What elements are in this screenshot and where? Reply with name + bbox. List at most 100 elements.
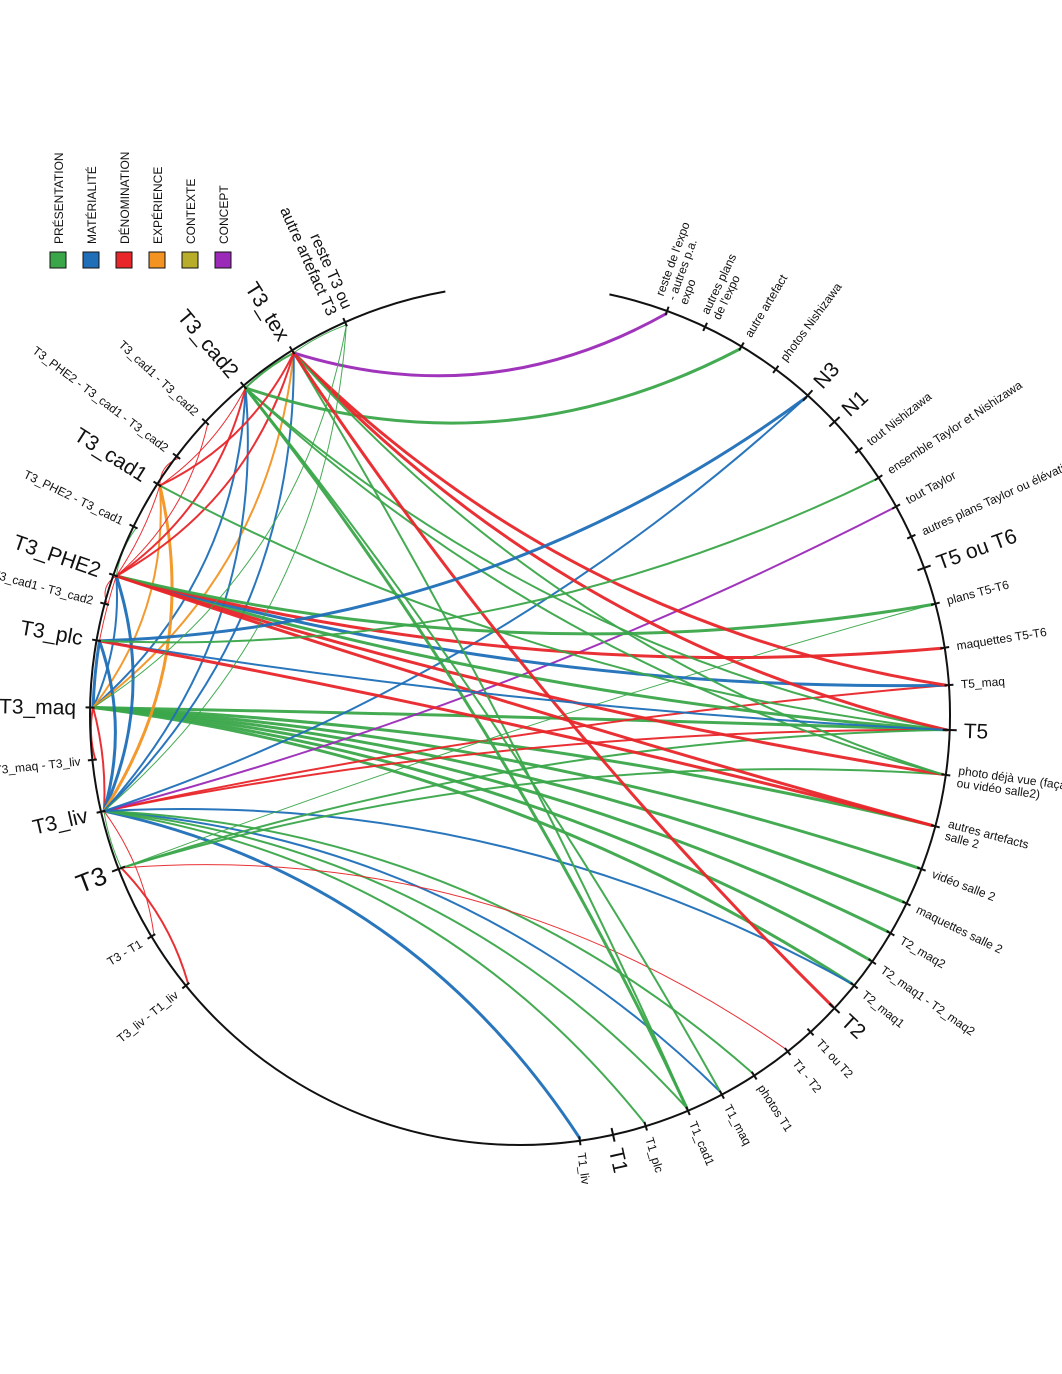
tick-t3_plc_phe2_cad1_cad2 [100,601,110,606]
tick-t3_tex [288,345,296,355]
link-t3_maq-t3_liv [92,706,106,813]
legend-swatch-1 [82,251,100,269]
circle-outline [89,290,951,1146]
link-t3_maq-video_salle2 [91,706,921,870]
tick-autre_artefact [738,342,745,351]
tick-plans_t5t6 [930,601,940,606]
legend-swatch-0 [49,251,67,269]
node-label-t1_maq: T1_maq [721,1102,754,1147]
node-label-t1_plc: T1_plc [642,1136,666,1175]
link-t3_phe2-autres_artefacts_salle2 [114,574,934,828]
legend-swatch-5 [214,251,232,269]
link-t3_tex-t3_cad1 [158,351,295,487]
link-t3_cad1-t3_phe2_cad1_cad2 [159,457,180,487]
tick-photos_nishizawa [772,365,780,374]
link-t3_cad2-t1_maq [244,386,722,1094]
tick-t2 [828,1002,841,1014]
tick-t3_maq_t3_liv [87,758,97,762]
tick-t3_t1 [147,933,156,940]
link-t3_plc-n3 [97,396,808,643]
node-label-photo_deja_vue: photo déjà vue (façadeou vidéo salle2) [956,764,1062,807]
link-t3-t5 [120,728,948,870]
link-t3_cad2-autre_artefact [244,347,742,425]
tick-t5_ou_t6 [917,564,931,572]
node-label-t5_maq: T5_maq [960,674,1005,691]
link-t3_liv-t2_maq1 [102,807,853,985]
link-t3_liv-t3 [103,810,122,869]
tick-n1 [828,416,841,428]
legend-label-0: PRÉSENTATION [51,152,66,244]
link-t3_tex-t2 [292,351,834,1008]
link-t3_maq-reste_t3 [92,324,347,709]
tick-t2_maq2 [886,930,895,937]
node-label-autres_artefacts_salle2: autres artefactssalle 2 [943,817,1030,864]
link-t3_phe2-t3_cad1 [115,485,161,577]
node-label-t1: T1 [604,1146,632,1175]
link-t3_phe2-t3_cad2 [115,386,247,577]
legend-swatch-4 [181,251,199,269]
link-t3_cad2-t3_tex [244,351,295,389]
link-t3_liv-t3_phe2 [102,574,135,813]
node-label-ensemble_taylor_nishizawa: ensemble Taylor et Nishizawa [885,378,1025,477]
link-t3_maq-autres_artefacts_salle2 [91,706,934,828]
tick-t3_plc [91,638,102,643]
circle-arc [89,290,951,1146]
tick-maquettes_salle2 [901,900,911,907]
tick-t1_ou_t2 [806,1028,815,1037]
link-t3_tex-reste_t3 [293,324,347,354]
link-t3_liv-t3_plc [97,639,117,813]
tick-tout_nishizawa [854,446,864,454]
tick-ensemble_taylor_nishizawa [874,474,883,481]
link-t3_phe2-t3_plc [98,575,117,642]
tick-reste_expo [664,306,670,316]
link-t3-t3_liv_t1_liv [120,867,190,985]
node-label-t3_phe2_t3_cad1: T3_PHE2 - T3_cad1 [21,467,126,528]
link-t3_cad2-photo_deja_vue [244,386,944,776]
node-label-t3_liv: T3_liv [30,804,90,839]
node-label-t2_maq2: T2_maq2 [897,933,948,971]
node-label-n1: N1 [837,386,872,421]
node-label-t2_maq1_t2_maq2: T2_maq1 - T2_maq2 [878,963,978,1039]
link-t3_cad1-t5 [158,484,948,731]
legend-swatch-2 [115,251,133,269]
link-t3_phe2-t3_plc_phe2_cad1_cad2 [104,575,117,605]
tick-t3_phe2 [108,572,119,578]
link-t3_tex-t5_maq [292,351,948,687]
tick-t3_cad1 [153,480,162,488]
tick-reste_t3 [342,317,348,327]
node-label-t3_cad1_t3_cad2: T3_cad1 - T3_cad2 [116,338,202,419]
link-t3_cad2-t5 [244,386,948,731]
node-label-t3_maq_t3_liv: T3_maq - T3_liv [0,754,81,777]
node-label-t5: T5 [963,720,988,744]
node-label-maquettes_t5t6: maquettes T5-T6 [955,625,1048,653]
link-t3_phe2-maquettes_t5t6 [114,574,944,660]
node-label-t3_liv_t1_liv: T3_liv - T1_liv [114,988,181,1046]
node-label-t1_t2: T1 - T2 [790,1057,825,1096]
tick-t3_phe2_cad1_cad2 [172,452,181,460]
tick-n3 [802,389,814,402]
node-label-tout_taylor: tout Taylor [903,468,958,507]
tick-t3_liv_t1_liv [181,981,190,990]
tick-autres_artefacts_salle2 [930,824,940,829]
link-t3_liv-t1_cad1 [102,810,688,1110]
node-label-autres_plans_expo: autres plansde l'expo [698,251,750,321]
node-label-photos_nishizawa: photos Nishizawa [777,280,844,364]
tick-t1_plc [643,1121,648,1131]
legend-swatch-3 [148,251,166,269]
link-t3_phe2-t3_cad1_t3_cad2 [115,423,209,577]
link-t3_tex-t5 [292,351,949,732]
link-t3_liv-t3_t1 [103,810,155,936]
link-t3_liv-t1_plc [102,810,646,1125]
tick-t5_maq [944,683,954,687]
link-t3_tex-reste_expo [292,312,668,378]
link-t3_tex-t1_cad1 [292,351,688,1110]
node-label-t3_t1: T3 - T1 [105,937,145,969]
link-t3_phe2-plans_t5t6 [114,574,934,636]
tick-t3_cad2 [239,381,248,390]
link-t3_liv-tout_taylor [102,506,895,813]
node-label-t3_plc: T3_plc [19,616,85,650]
tick-autres_plans_expo [702,322,708,332]
links-layer [89,312,949,1140]
tick-autres_plans_taylor [906,533,916,540]
tick-t3_cad1_t3_cad2 [201,417,210,426]
